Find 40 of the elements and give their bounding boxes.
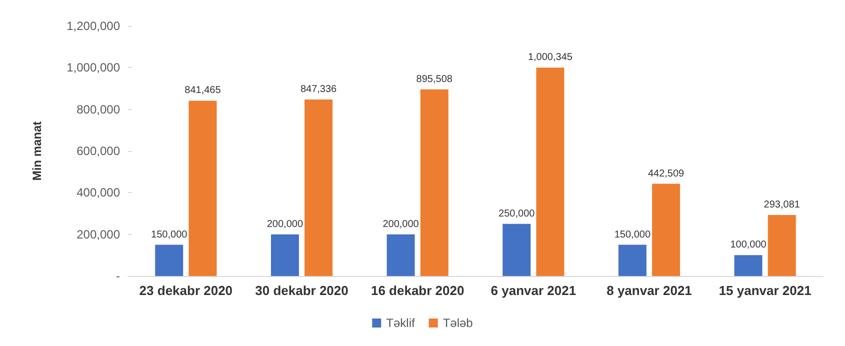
y-tick-label: 1,000,000 <box>66 60 120 75</box>
bar <box>652 184 680 276</box>
data-label: 250,000 <box>498 208 536 220</box>
x-tick-label: 8 yanvar 2021 <box>606 283 692 298</box>
x-tick-label: 6 yanvar 2021 <box>490 283 576 298</box>
data-label: 442,509 <box>648 168 685 180</box>
x-tick-label: 15 yanvar 2021 <box>718 283 812 298</box>
y-tick-label: 400,000 <box>76 186 120 200</box>
bar <box>304 99 333 276</box>
y-tick-label: 200,000 <box>76 227 120 242</box>
data-label: 293,081 <box>764 199 800 210</box>
y-tick-label: 1,200,000 <box>66 19 120 33</box>
data-label: 200,000 <box>266 218 304 230</box>
y-tick-label: 800,000 <box>76 102 120 116</box>
data-label: 1,000,345 <box>528 52 573 64</box>
bar <box>155 244 184 276</box>
bar <box>502 224 531 276</box>
legend-label: Tələb <box>442 316 474 330</box>
bar <box>618 244 646 276</box>
data-label: 150,000 <box>614 229 651 240</box>
bar <box>536 68 564 276</box>
y-axis-title: Min manat <box>30 121 44 181</box>
y-tick-label: 600,000 <box>76 144 120 158</box>
bar <box>386 234 415 276</box>
x-tick-label: 23 dekabr 2020 <box>139 283 233 298</box>
data-label: 895,508 <box>416 74 453 85</box>
data-label: 841,465 <box>184 85 222 96</box>
bar <box>734 255 762 276</box>
bar <box>270 234 299 276</box>
data-label: 150,000 <box>151 229 188 240</box>
bar <box>188 100 217 276</box>
x-tick-label: 16 dekabr 2020 <box>370 283 464 298</box>
y-tick-label: - <box>116 269 120 283</box>
bar <box>768 214 796 276</box>
x-tick-label: 30 dekabr 2020 <box>255 283 348 298</box>
bar <box>420 89 448 276</box>
data-label: 200,000 <box>382 218 420 230</box>
legend-label: Təklif <box>386 316 416 330</box>
data-label: 847,336 <box>300 84 338 95</box>
data-label: 100,000 <box>730 240 767 251</box>
